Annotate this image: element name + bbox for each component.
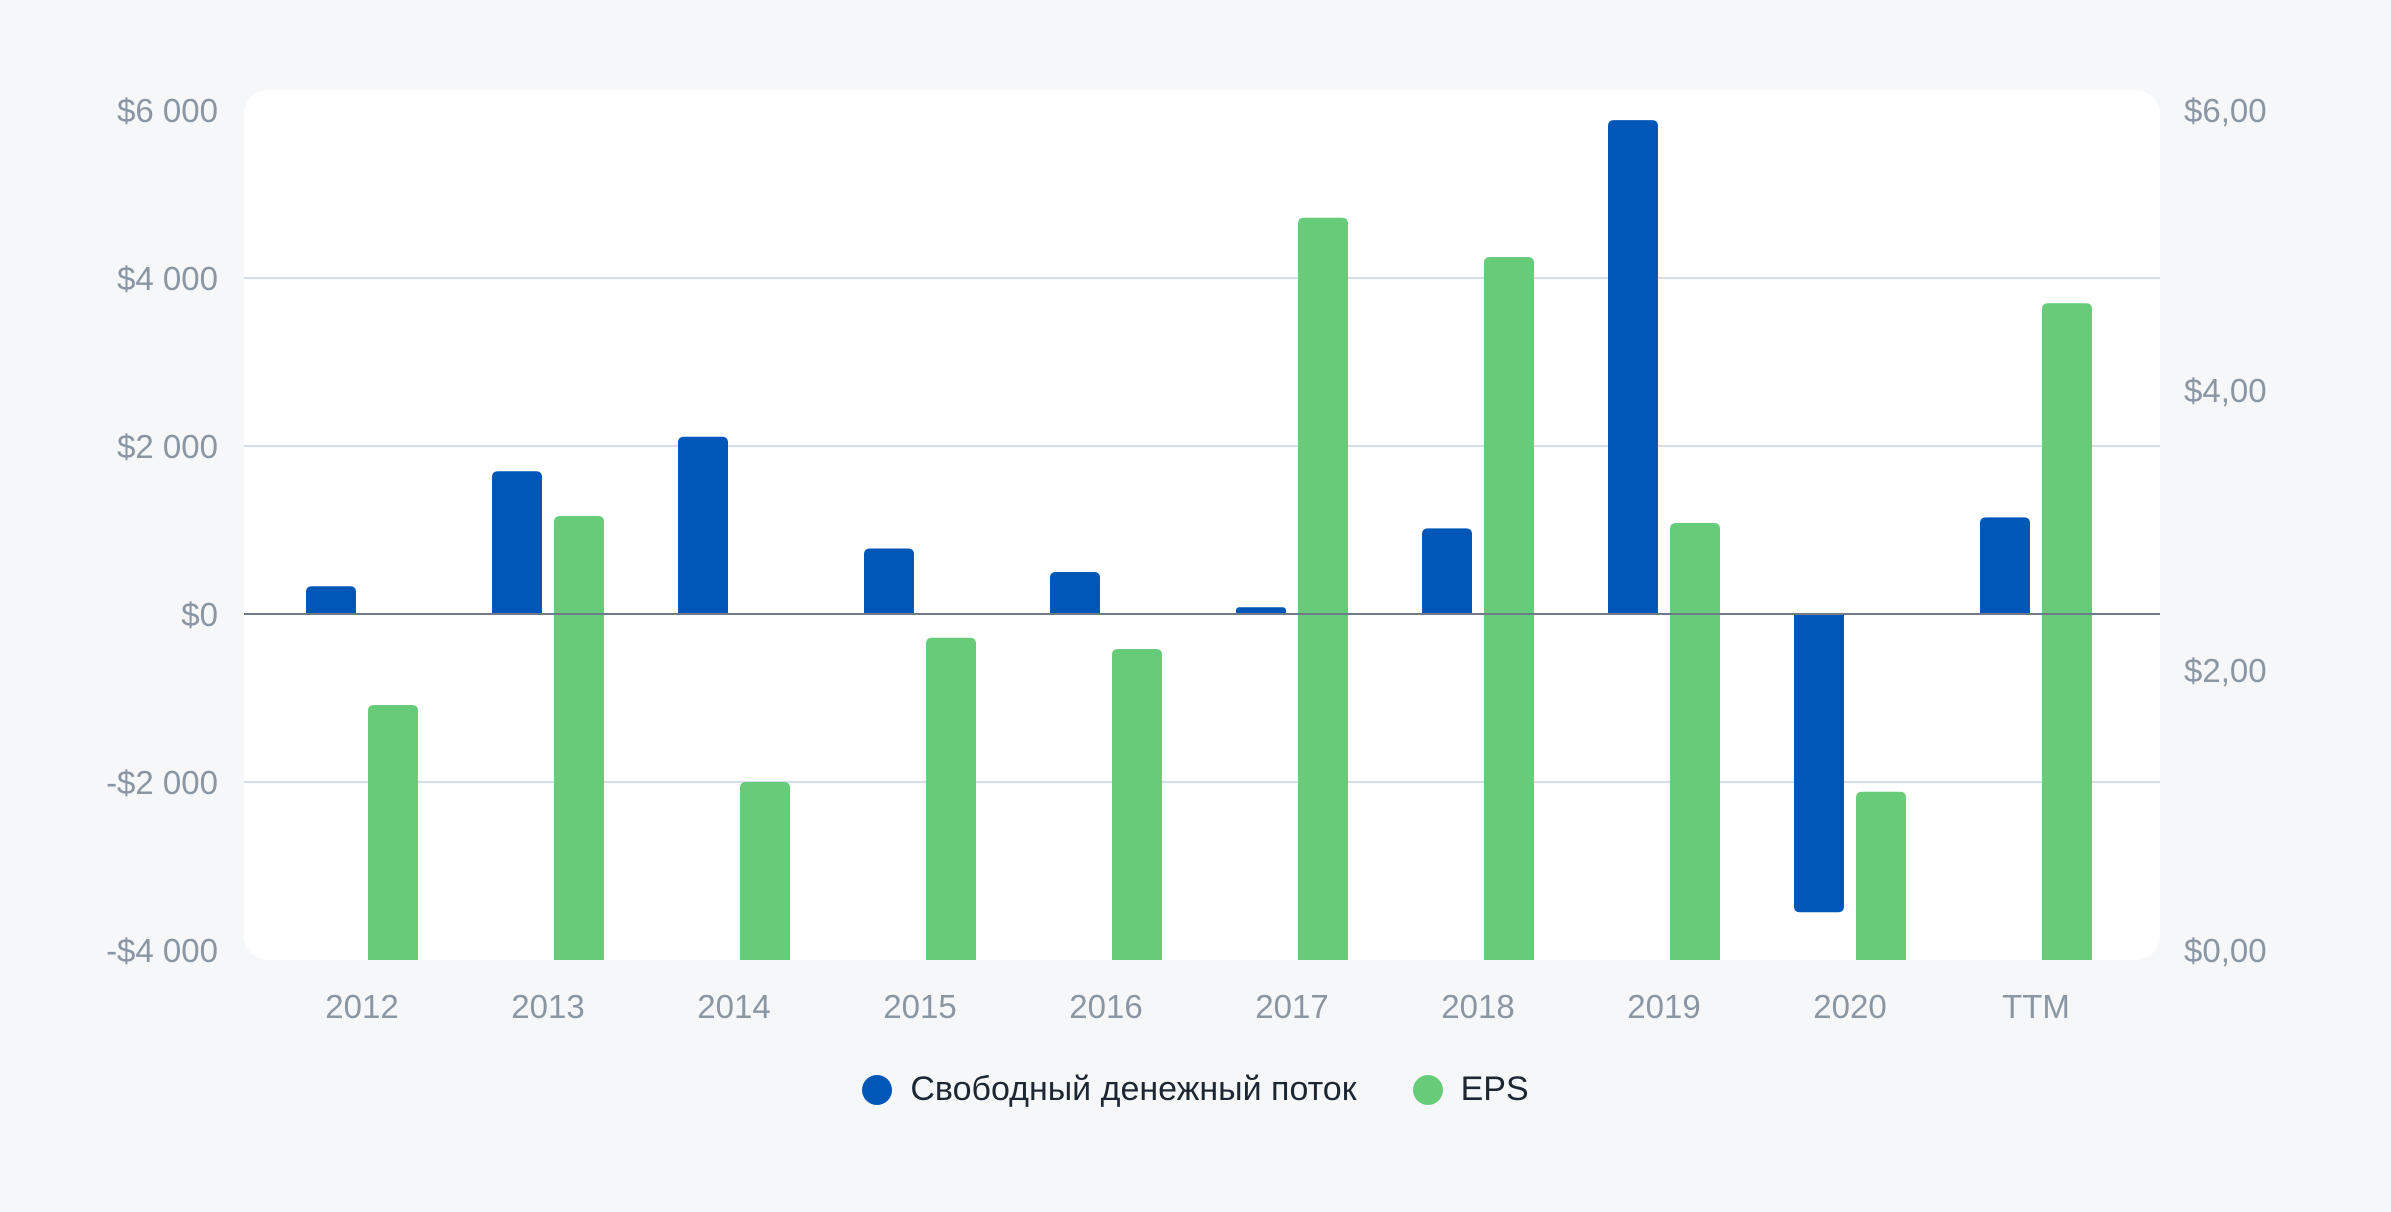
bar-eps-2013[interactable] bbox=[554, 516, 604, 960]
left-tick-label: $6 000 bbox=[117, 92, 218, 129]
x-axis: 2012 2013 2014 2015 2016 2017 2018 2019 2020 TTM bbox=[325, 988, 2070, 1025]
bar-eps-2016[interactable] bbox=[1112, 649, 1162, 960]
right-tick-label: $0,00 bbox=[2184, 932, 2267, 969]
bar-fcf-2020[interactable] bbox=[1794, 614, 1844, 913]
bar-fcf-2015[interactable] bbox=[864, 548, 914, 614]
right-tick-label: $6,00 bbox=[2184, 92, 2267, 129]
bar-fcf-2019[interactable] bbox=[1608, 120, 1658, 614]
bar-fcf-2018[interactable] bbox=[1422, 528, 1472, 614]
bar-eps-2018[interactable] bbox=[1484, 257, 1534, 960]
x-tick-label: 2017 bbox=[1255, 988, 1328, 1025]
left-axis: $6 000 $4 000 $2 000 $0 -$2 000 -$4 000 bbox=[106, 92, 218, 969]
x-tick-label: 2012 bbox=[325, 988, 398, 1025]
left-tick-label: -$4 000 bbox=[106, 932, 218, 969]
right-tick-label: $2,00 bbox=[2184, 652, 2267, 689]
bar-fcf-2013[interactable] bbox=[492, 471, 542, 614]
x-tick-label: 2020 bbox=[1813, 988, 1886, 1025]
bar-eps-TTM[interactable] bbox=[2042, 303, 2092, 960]
bar-eps-2020[interactable] bbox=[1856, 791, 1906, 960]
bar-fcf-2012[interactable] bbox=[306, 586, 356, 614]
legend-label-eps: EPS bbox=[1460, 1070, 1529, 1108]
left-tick-label: -$2 000 bbox=[106, 764, 218, 801]
legend-label-fcf: Свободный денежный поток bbox=[910, 1070, 1357, 1108]
right-tick-label: $4,00 bbox=[2184, 372, 2267, 409]
x-tick-label: 2018 bbox=[1441, 988, 1514, 1025]
bar-eps-2017[interactable] bbox=[1298, 217, 1348, 961]
left-tick-label: $4 000 bbox=[117, 260, 218, 297]
bar-eps-2019[interactable] bbox=[1670, 523, 1720, 960]
x-tick-label: 2015 bbox=[883, 988, 956, 1025]
legend-item-fcf[interactable]: Свободный денежный поток bbox=[862, 1070, 1357, 1109]
x-tick-label: 2014 bbox=[697, 988, 770, 1025]
legend-marker-eps bbox=[1412, 1074, 1443, 1105]
legend: Свободный денежный поток EPS bbox=[0, 1070, 2391, 1109]
bar-layer bbox=[244, 120, 2160, 961]
bar-fcf-2014[interactable] bbox=[678, 436, 728, 614]
legend-item-eps[interactable]: EPS bbox=[1412, 1070, 1529, 1109]
legend-marker-fcf bbox=[862, 1074, 893, 1105]
bar-eps-2014[interactable] bbox=[740, 782, 790, 960]
bar-fcf-2017[interactable] bbox=[1236, 607, 1286, 614]
bar-fcf-TTM[interactable] bbox=[1980, 517, 2030, 614]
x-tick-label: 2016 bbox=[1069, 988, 1142, 1025]
bar-eps-2012[interactable] bbox=[368, 705, 418, 960]
bar-fcf-2016[interactable] bbox=[1050, 572, 1100, 614]
left-tick-label: $0 bbox=[181, 596, 218, 633]
bar-eps-2015[interactable] bbox=[926, 637, 976, 960]
left-tick-label: $2 000 bbox=[117, 428, 218, 465]
x-tick-label: 2013 bbox=[511, 988, 584, 1025]
x-tick-label: 2019 bbox=[1627, 988, 1700, 1025]
x-tick-label: TTM bbox=[2002, 988, 2070, 1025]
right-axis: $6,00 $4,00 $2,00 $0,00 bbox=[2184, 92, 2267, 969]
